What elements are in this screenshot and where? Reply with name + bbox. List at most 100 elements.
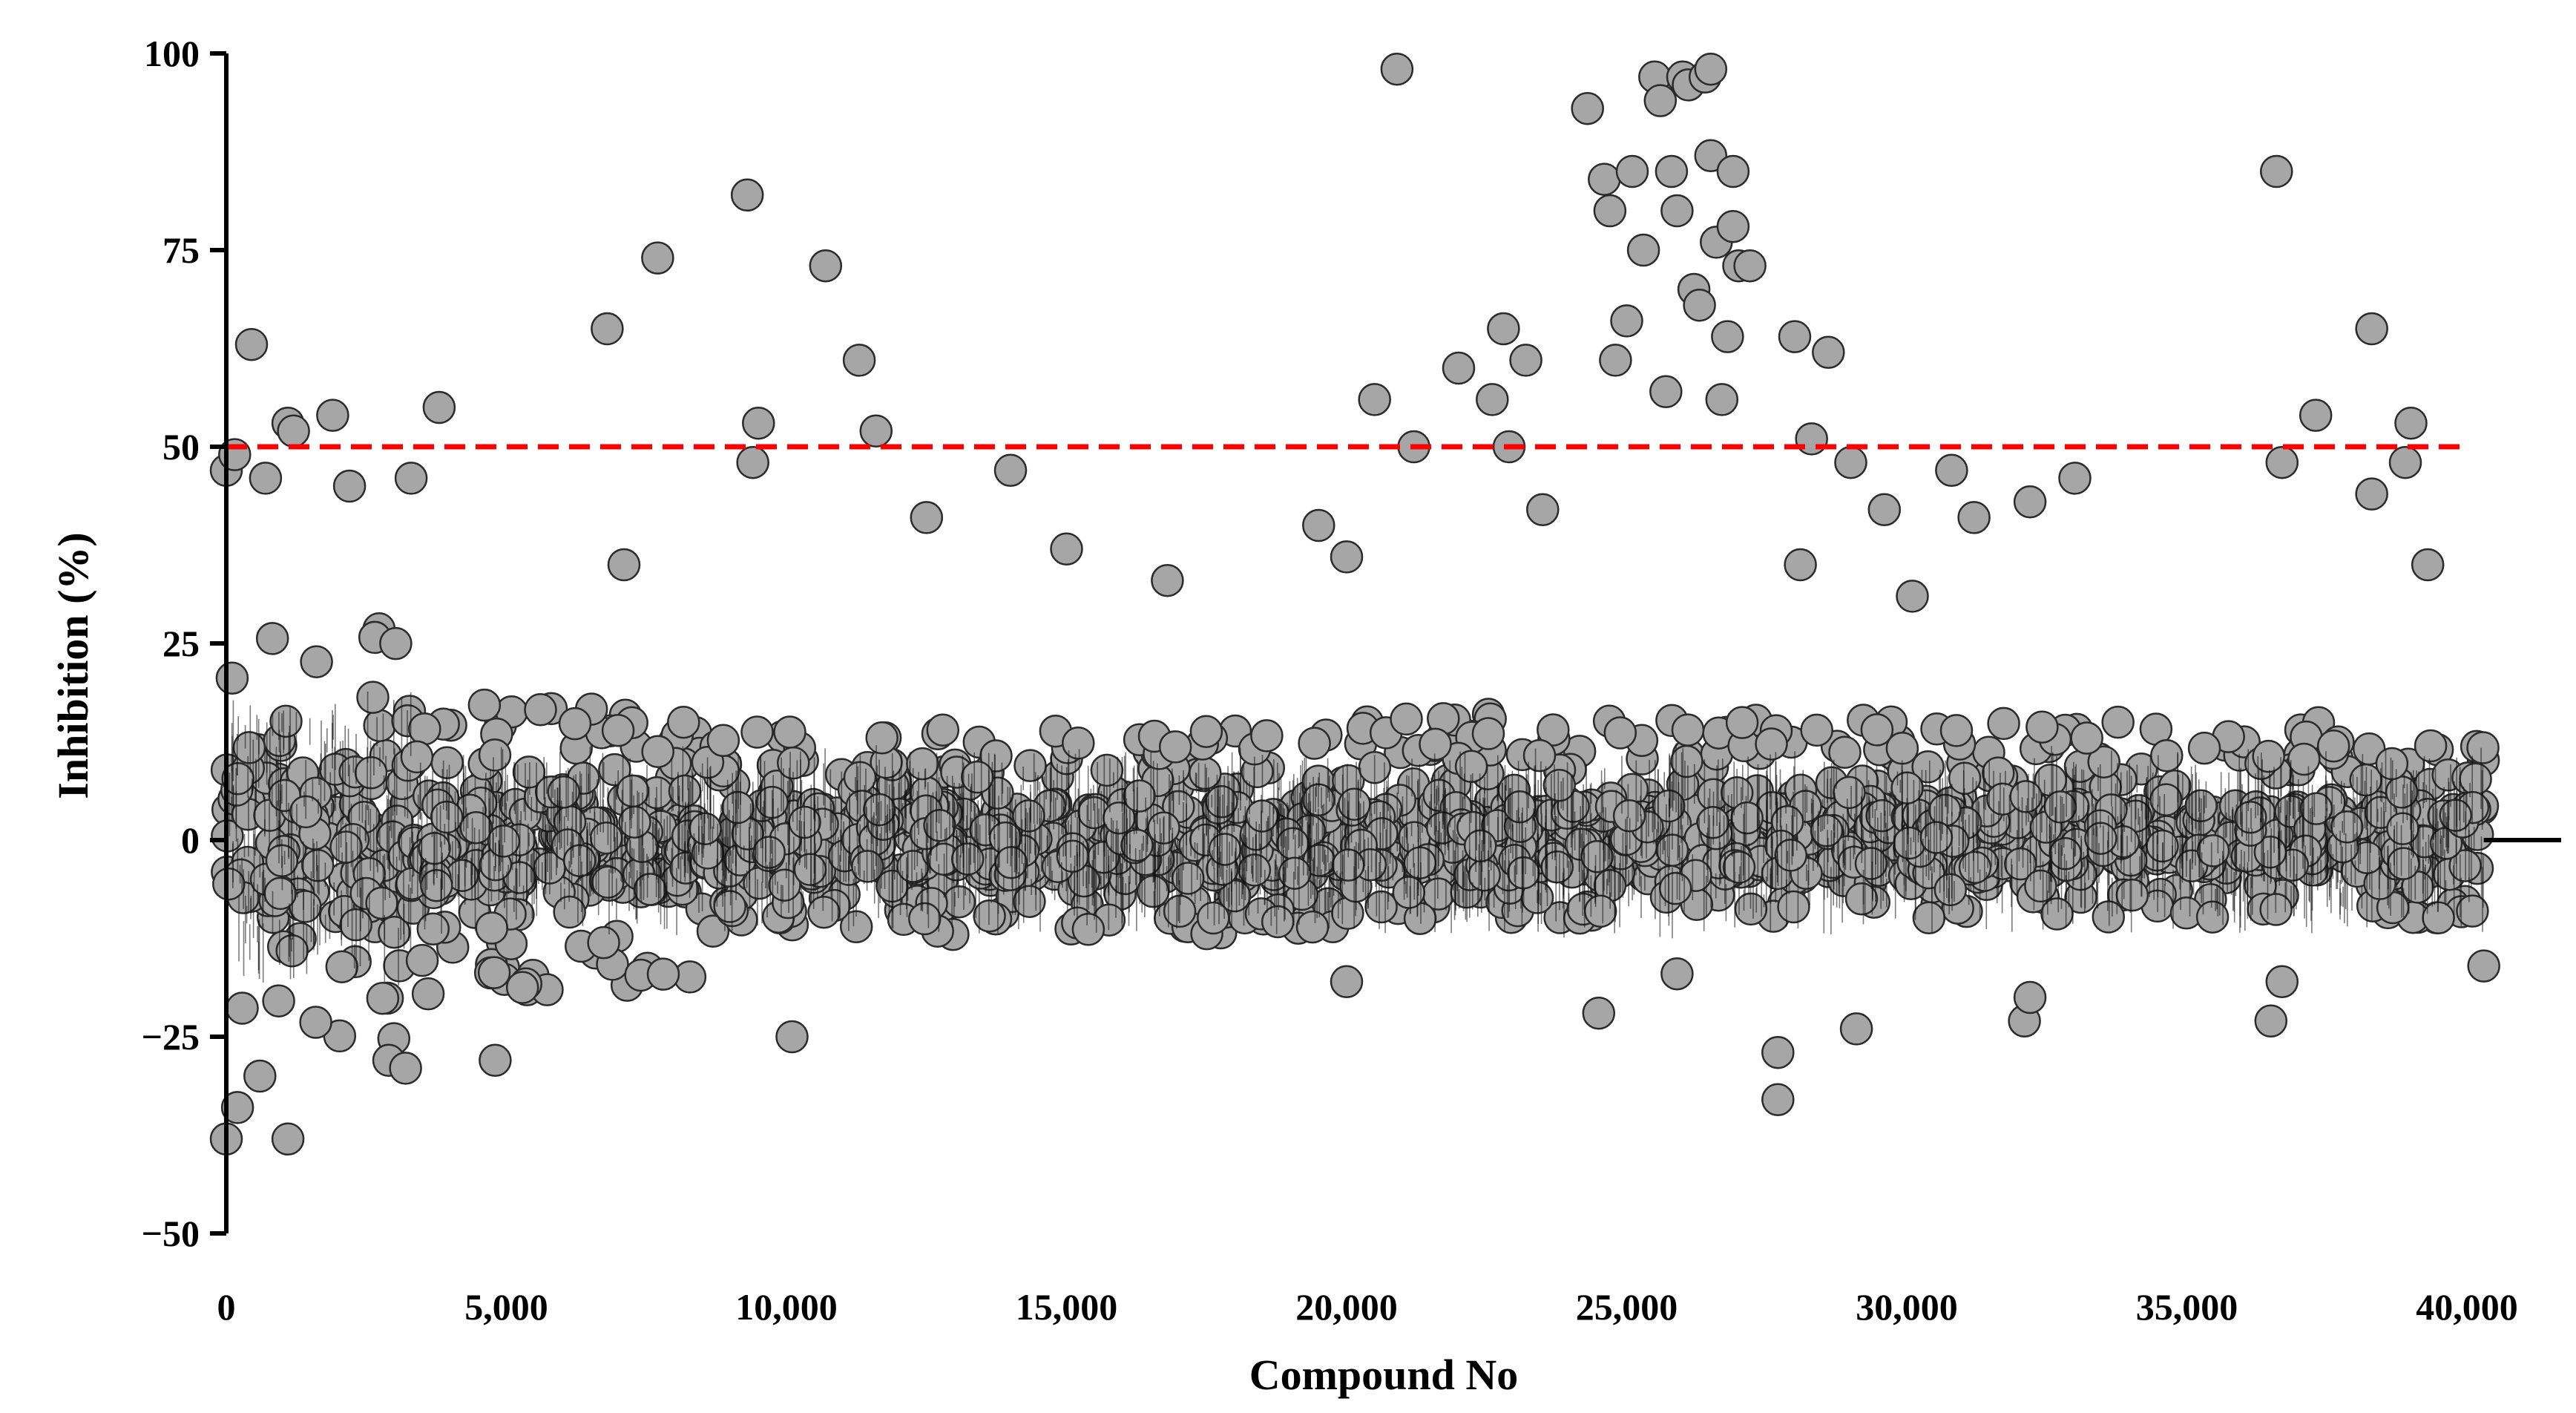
bulk-point bbox=[591, 865, 625, 899]
data-point bbox=[2388, 445, 2422, 479]
bulk-point bbox=[646, 957, 680, 991]
bulk-point bbox=[1844, 882, 1879, 916]
bulk-point bbox=[1885, 732, 1919, 765]
data-point bbox=[1733, 249, 1767, 283]
data-point bbox=[1050, 532, 1083, 566]
bulk-point bbox=[366, 981, 400, 1015]
bulk-point bbox=[1583, 894, 1617, 928]
data-point bbox=[1655, 154, 1689, 188]
data-point bbox=[1358, 383, 1391, 416]
data-point bbox=[1302, 508, 1335, 542]
data-point bbox=[1705, 383, 1739, 416]
bulk-point bbox=[363, 709, 396, 743]
data-point bbox=[2411, 548, 2445, 582]
bulk-point bbox=[2025, 710, 2059, 744]
data-point bbox=[1694, 139, 1728, 173]
data-point bbox=[1867, 493, 1902, 527]
highlighted-points-layer bbox=[209, 52, 2500, 1156]
data-point bbox=[859, 414, 893, 448]
bulk-point bbox=[365, 886, 398, 920]
data-point bbox=[1610, 304, 1643, 338]
bulk-point bbox=[2195, 900, 2230, 934]
data-point bbox=[1582, 996, 1616, 1030]
data-point bbox=[1599, 344, 1632, 377]
bulk-point bbox=[558, 706, 592, 741]
bulk-point bbox=[505, 971, 539, 1004]
y-axis-title: Inhibition (%) bbox=[49, 532, 97, 799]
data-point bbox=[1711, 320, 1744, 353]
bulk-point bbox=[1062, 727, 1095, 760]
bulk-point bbox=[416, 912, 450, 946]
bulk-point bbox=[641, 735, 674, 768]
bulk-point bbox=[807, 896, 841, 929]
data-point bbox=[1151, 563, 1184, 597]
data-point bbox=[1660, 194, 1694, 228]
data-point bbox=[591, 312, 624, 346]
bulk-point bbox=[1392, 876, 1426, 909]
bulk-point bbox=[212, 867, 246, 901]
y-ticks: −50 −25 0 25 50 75 100 bbox=[142, 33, 226, 1254]
bulk-point bbox=[2092, 900, 2126, 934]
data-point bbox=[2265, 445, 2299, 479]
bulk-point bbox=[2456, 894, 2489, 928]
data-point bbox=[220, 1091, 254, 1124]
data-point bbox=[234, 327, 269, 361]
bulk-point bbox=[1860, 713, 1894, 747]
data-point bbox=[842, 344, 876, 377]
bulk-point bbox=[1197, 901, 1230, 935]
bulk-point bbox=[226, 991, 259, 1025]
data-point bbox=[1795, 422, 1828, 456]
y-tick-label: 50 bbox=[162, 426, 200, 468]
bulk-point bbox=[1123, 779, 1156, 813]
data-point bbox=[1509, 344, 1542, 377]
bulk-point bbox=[961, 760, 994, 794]
data-point bbox=[249, 462, 283, 495]
data-point bbox=[2058, 462, 2092, 495]
data-point bbox=[730, 178, 764, 212]
x-tick-label: 35,000 bbox=[2136, 1286, 2238, 1328]
bulk-point bbox=[908, 902, 942, 936]
bulk-point bbox=[926, 713, 960, 747]
data-point bbox=[394, 462, 428, 495]
data-point bbox=[641, 241, 674, 275]
bulk-point bbox=[1833, 776, 1866, 810]
data-point bbox=[479, 1043, 512, 1078]
data-point bbox=[1683, 288, 1716, 322]
bulk-point bbox=[400, 740, 434, 774]
data-point bbox=[1784, 548, 1817, 582]
bulk-point bbox=[1958, 850, 1992, 885]
data-point bbox=[1834, 445, 1867, 479]
data-point bbox=[1526, 493, 1560, 527]
data-point bbox=[1957, 501, 1991, 534]
data-point bbox=[1935, 453, 1968, 488]
data-point bbox=[2254, 1004, 2288, 1038]
data-point bbox=[332, 469, 367, 503]
data-point bbox=[1839, 1012, 1873, 1046]
data-point bbox=[1380, 52, 1414, 86]
bulk-point bbox=[1774, 839, 1807, 872]
data-point bbox=[389, 1052, 422, 1085]
bulk-point bbox=[1471, 717, 1505, 750]
bulk-point bbox=[2287, 742, 2321, 776]
bulk-point bbox=[1987, 706, 2020, 741]
data-point bbox=[1761, 1083, 1795, 1117]
data-point bbox=[1442, 351, 1476, 385]
bulk-point bbox=[768, 868, 801, 902]
x-axis-title: Compound No bbox=[1249, 1351, 1519, 1399]
bulk-point bbox=[1933, 873, 1968, 907]
bulk-point bbox=[356, 681, 390, 714]
bulk-point bbox=[1658, 871, 1692, 905]
data-point bbox=[1588, 163, 1621, 196]
data-point bbox=[2355, 477, 2388, 511]
bulk-point bbox=[1939, 714, 1974, 747]
bulk-point bbox=[906, 747, 939, 781]
x-tick-label: 25,000 bbox=[1576, 1286, 1678, 1328]
data-point bbox=[809, 249, 843, 283]
bulk-point bbox=[1542, 768, 1577, 802]
bulk-point bbox=[2316, 730, 2350, 763]
data-point bbox=[1716, 154, 1750, 188]
data-point bbox=[1330, 540, 1364, 574]
data-point bbox=[2394, 406, 2428, 440]
data-point bbox=[2299, 399, 2333, 432]
data-point bbox=[1476, 383, 1509, 416]
